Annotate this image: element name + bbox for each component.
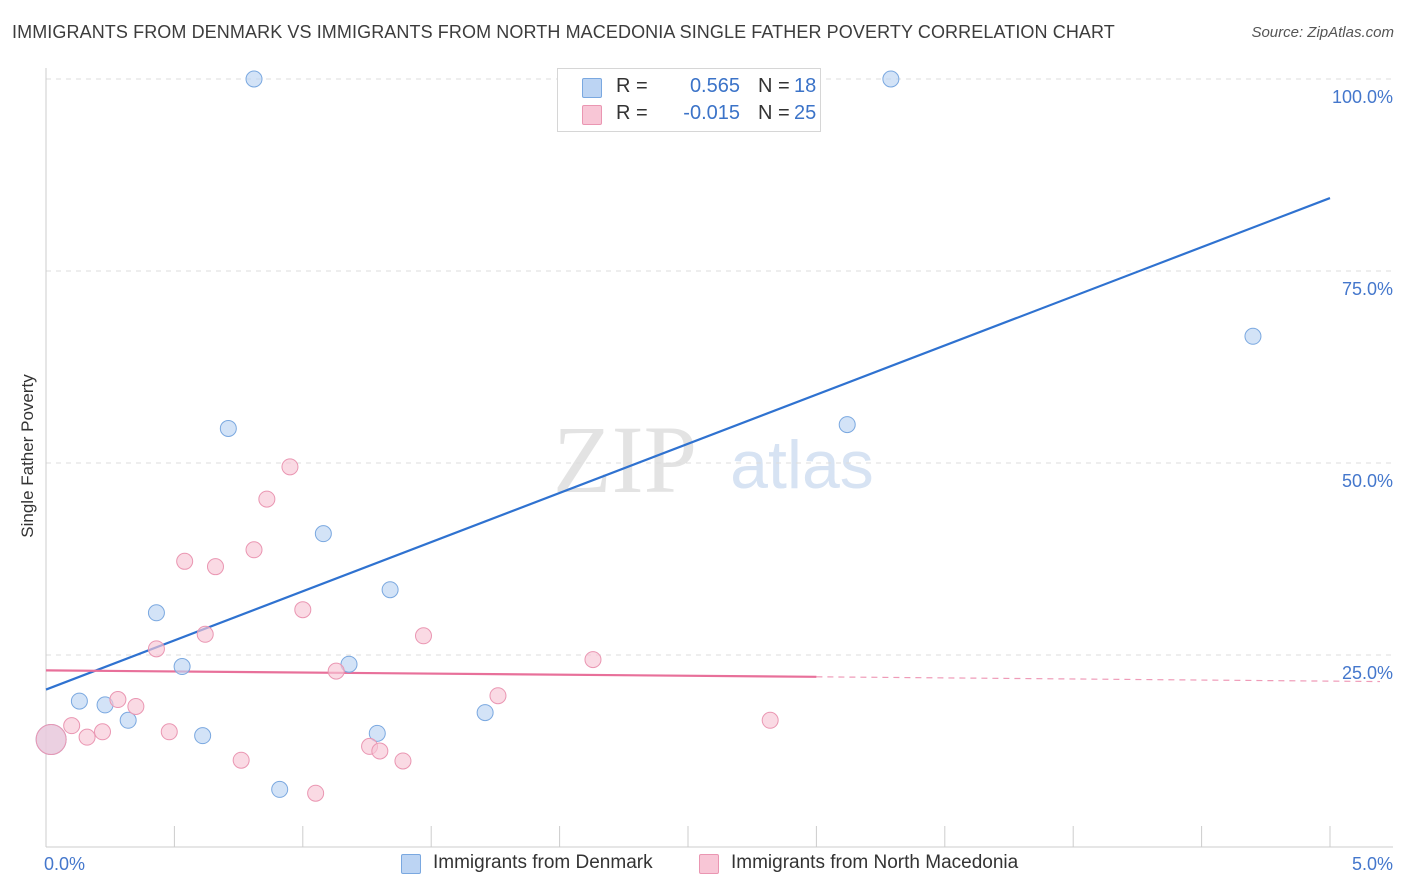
macedonia-point (414, 627, 432, 645)
macedonia-point (196, 625, 214, 643)
source-label: Source: ZipAtlas.com (1251, 24, 1394, 41)
axes (45, 68, 1393, 848)
watermark-zip: ZIP (553, 406, 697, 513)
macedonia-point (281, 458, 299, 476)
n-value: 18 (794, 75, 817, 97)
macedonia-point (127, 697, 145, 715)
y-tick-label: 75.0% (1342, 279, 1393, 299)
macedonia-point (147, 640, 165, 658)
y-tick-label: 100.0% (1332, 87, 1393, 107)
macedonia-point (294, 601, 312, 619)
macedonia-swatch (582, 105, 602, 125)
macedonia-point (258, 490, 276, 508)
r-value: 0.565 (689, 75, 740, 97)
watermark: ZIP atlas (553, 406, 874, 513)
macedonia-point (584, 651, 602, 669)
denmark-point (147, 604, 165, 622)
grid (46, 78, 1393, 656)
r-label: R = (616, 102, 648, 124)
denmark-swatch (582, 78, 602, 98)
macedonia-point (35, 723, 67, 755)
n-label: N = (758, 75, 790, 97)
denmark-point (119, 711, 137, 729)
macedonia-trend-line (45, 669, 817, 678)
y-tick-label: 25.0% (1342, 663, 1393, 683)
y-tick-label: 50.0% (1342, 471, 1393, 491)
macedonia-point (761, 711, 779, 729)
macedonia-point (327, 662, 345, 680)
denmark-point (368, 724, 386, 742)
denmark-point (194, 727, 212, 745)
legend-label: Immigrants from North Macedonia (731, 852, 1019, 873)
watermark-atlas: atlas (730, 427, 874, 503)
denmark-point (314, 525, 332, 543)
trend-lines (45, 197, 1381, 691)
macedonia-point (176, 552, 194, 570)
denmark-point (838, 416, 856, 434)
series-legend: Immigrants from Denmark Immigrants from … (0, 852, 1406, 878)
macedonia-point (78, 728, 96, 746)
chart-title: IMMIGRANTS FROM DENMARK VS IMMIGRANTS FR… (12, 22, 1115, 42)
x-tick-label: 0.0% (44, 854, 85, 874)
data-points (35, 70, 1262, 802)
macedonia-point (394, 752, 412, 770)
tick-labels: 0.0% 5.0% 25.0% 50.0% 75.0% 100.0% (44, 87, 1393, 874)
denmark-point (476, 704, 494, 722)
n-value: 25 (794, 102, 817, 124)
r-label: R = (616, 75, 648, 97)
denmark-point (173, 658, 191, 676)
macedonia-point (160, 723, 178, 741)
denmark-swatch (401, 854, 421, 874)
denmark-point (1244, 327, 1262, 345)
stats-legend: R = 0.565 N = 18 R = -0.015 N = 25 (557, 68, 821, 132)
macedonia-point (371, 742, 389, 760)
macedonia-trend-extension (816, 676, 1381, 683)
denmark-point (219, 419, 237, 437)
x-tick-label: 5.0% (1352, 854, 1393, 874)
macedonia-point (206, 558, 224, 576)
macedonia-point (489, 687, 507, 705)
denmark-point (381, 581, 399, 599)
denmark-point (271, 780, 289, 798)
legend-label: Immigrants from Denmark (433, 852, 653, 873)
denmark-trend-line (45, 197, 1331, 691)
denmark-point (245, 70, 263, 88)
macedonia-point (245, 541, 263, 559)
macedonia-point (109, 691, 127, 709)
n-label: N = (758, 102, 790, 124)
macedonia-point (232, 751, 250, 769)
r-value: -0.015 (683, 102, 740, 124)
macedonia-swatch (699, 854, 719, 874)
denmark-point (882, 70, 900, 88)
macedonia-point (63, 717, 81, 735)
macedonia-point (307, 784, 325, 802)
macedonia-point (93, 723, 111, 741)
denmark-point (70, 692, 88, 710)
